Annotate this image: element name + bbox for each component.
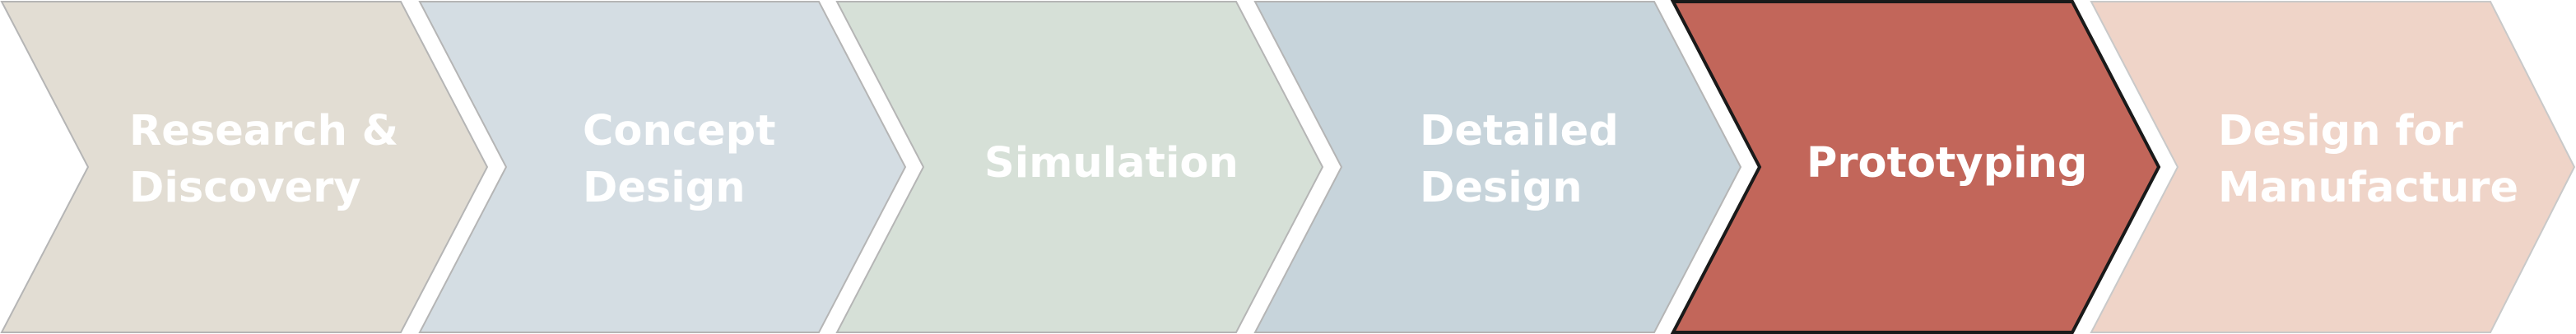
- stage-chevron-shape: [418, 1, 907, 333]
- stage-label: Simulation: [984, 139, 1239, 188]
- stage-label: Concept Design: [583, 107, 790, 212]
- stage-chevron-shape: [0, 1, 489, 333]
- stage-label-line: Detailed: [1420, 107, 1619, 155]
- stage-chevron-shape: [835, 1, 1324, 333]
- stage-label-line: Simulation: [984, 139, 1239, 188]
- stage-chevron-shape: [1253, 1, 1742, 333]
- stage-detailed-design[interactable]: Detailed Design: [1253, 1, 1742, 333]
- stage-label: Detailed Design: [1420, 107, 1634, 212]
- stage-chevron-shape: [2090, 0, 2576, 333]
- stage-prototyping[interactable]: Prototyping: [1670, 0, 2161, 334]
- stage-design-for-manufacture[interactable]: Design for Manufacture: [2090, 0, 2576, 333]
- stage-label-line: Prototyping: [1806, 139, 2087, 188]
- stage-simulation[interactable]: Simulation: [835, 1, 1324, 333]
- stage-label-line: Design: [583, 164, 746, 212]
- stage-label: Design for Manufacture: [2218, 107, 2518, 212]
- stage-label-line: Discovery: [129, 164, 361, 212]
- stage-label: Prototyping: [1806, 139, 2087, 188]
- stage-label-line: Research &: [129, 107, 398, 155]
- stage-concept-design[interactable]: Concept Design: [418, 1, 907, 333]
- stage-label-line: Design for: [2218, 107, 2463, 155]
- stage-chevron-shape: [1670, 0, 2161, 334]
- stage-label: Research & Discovery: [129, 107, 413, 212]
- stage-label-line: Concept: [583, 107, 775, 155]
- stage-label-line: Design: [1420, 164, 1583, 212]
- stage-research-discovery[interactable]: Research & Discovery: [0, 1, 489, 333]
- stage-label-line: Manufacture: [2218, 164, 2518, 212]
